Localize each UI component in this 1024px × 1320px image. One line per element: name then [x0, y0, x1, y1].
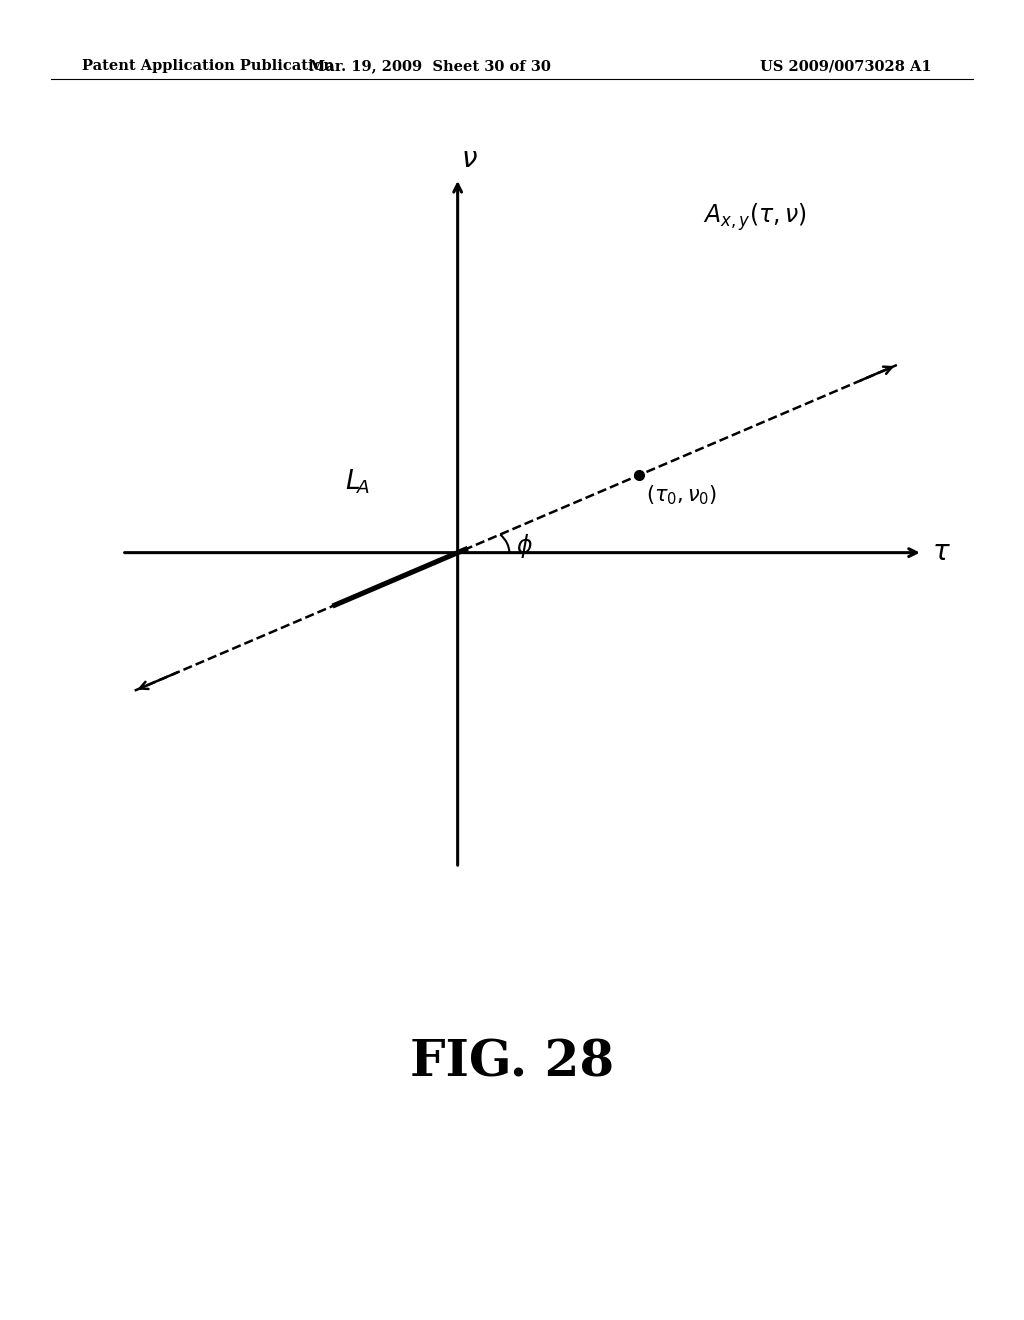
Text: Mar. 19, 2009  Sheet 30 of 30: Mar. 19, 2009 Sheet 30 of 30: [309, 59, 551, 74]
Text: $\phi$: $\phi$: [516, 532, 532, 560]
Text: $(\tau_0,\nu_0)$: $(\tau_0,\nu_0)$: [646, 483, 718, 507]
Text: $\nu$: $\nu$: [461, 147, 477, 173]
Text: $A_{x,y}(\tau,\nu)$: $A_{x,y}(\tau,\nu)$: [703, 202, 807, 234]
Text: $L_{\!A}$: $L_{\!A}$: [345, 467, 370, 496]
Text: US 2009/0073028 A1: US 2009/0073028 A1: [760, 59, 932, 74]
Text: $\tau$: $\tau$: [933, 539, 951, 566]
Text: Patent Application Publication: Patent Application Publication: [82, 59, 334, 74]
Text: FIG. 28: FIG. 28: [410, 1038, 614, 1088]
